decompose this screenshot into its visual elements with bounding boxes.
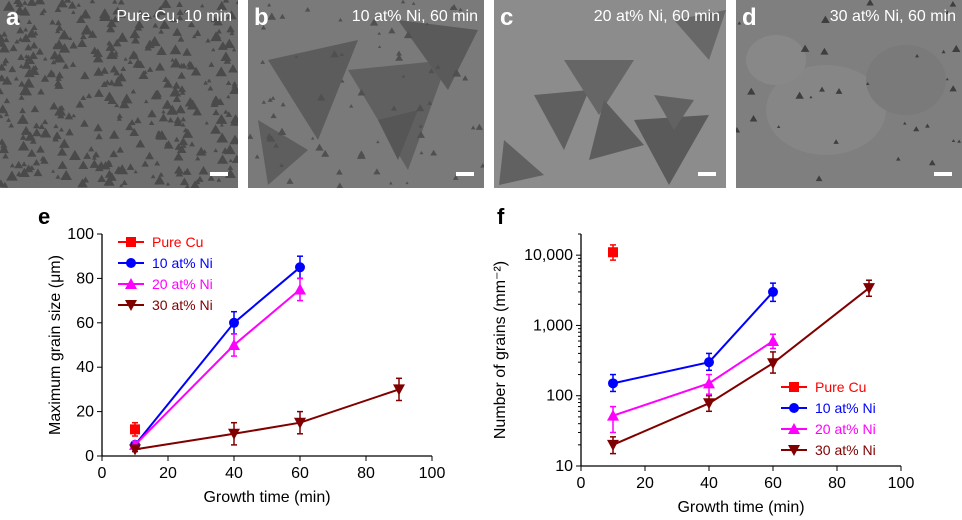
data-point [608, 378, 618, 389]
legend-label-pure-cu: Pure Cu [152, 234, 203, 250]
series-pure-cu [130, 421, 140, 437]
y-tick-label: 40 [76, 359, 94, 376]
scale-bar-c [698, 172, 716, 176]
y-tick-label: 100 [67, 226, 94, 243]
legend-marker [789, 382, 799, 392]
micrograph-c: c 20 at% Ni, 60 min [494, 0, 726, 188]
legend-label-30-at-ni: 30 at% Ni [152, 297, 213, 313]
data-point [294, 417, 306, 429]
x-tick-label: 60 [764, 475, 782, 492]
legend-marker [125, 300, 137, 311]
scale-bar-a [210, 172, 228, 176]
micrograph-d-image [736, 0, 962, 188]
legend-marker [126, 258, 136, 268]
data-point [703, 398, 715, 410]
legend-label-10-at-ni: 10 at% Ni [815, 400, 876, 416]
y-tick-label: 1,000 [533, 317, 573, 334]
panel-letter-e: e [38, 204, 50, 229]
data-point [294, 283, 306, 295]
series-20-at-ni [607, 333, 779, 434]
data-point [229, 317, 239, 328]
data-point [767, 335, 779, 347]
y-tick-label: 80 [76, 270, 94, 287]
micrograph-b: b 10 at% Ni, 60 min [248, 0, 484, 188]
x-tick-label: 20 [636, 475, 654, 492]
x-tick-label: 80 [357, 465, 375, 482]
data-point [704, 357, 714, 368]
data-point [607, 439, 619, 451]
micrograph-d: d 30 at% Ni, 60 min [736, 0, 962, 188]
legend: Pure Cu 10 at% Ni 20 at% Ni 30 at% Ni [781, 379, 876, 458]
panel-letter-b: b [254, 4, 269, 31]
panel-caption-c: 20 at% Ni, 60 min [593, 8, 720, 25]
y-tick-label: 0 [85, 448, 94, 465]
series-line [134, 388, 400, 451]
y-tick-label: 20 [76, 404, 94, 421]
micrograph-b-image [248, 0, 484, 188]
series-line [612, 287, 870, 446]
legend-label-10-at-ni: 10 at% Ni [152, 255, 213, 271]
micrograph-c-image [494, 0, 726, 188]
series-30-at-ni [129, 377, 405, 456]
x-tick-label: 0 [98, 465, 107, 482]
y-tick-label: 100 [546, 388, 573, 405]
scale-bar-b [456, 172, 474, 176]
data-point [608, 247, 618, 258]
legend-label-30-at-ni: 30 at% Ni [815, 442, 876, 458]
data-point [228, 428, 240, 440]
data-point [863, 283, 875, 295]
x-tick-label: 100 [888, 475, 915, 492]
panel-letter-d: d [742, 4, 757, 31]
legend-marker [789, 403, 799, 413]
x-tick-label: 20 [159, 465, 177, 482]
series-line [134, 266, 301, 446]
data-point [767, 358, 779, 370]
data-point [228, 339, 240, 350]
panel-caption-b: 10 at% Ni, 60 min [351, 8, 478, 25]
y-axis-label: Maximum grain size (μm) [47, 255, 64, 435]
x-axis-label: Growth time (min) [203, 489, 330, 506]
micrograph-a-image [0, 0, 238, 188]
panel-caption-d: 30 at% Ni, 60 min [829, 8, 956, 25]
x-tick-label: 60 [291, 465, 309, 482]
legend: Pure Cu 10 at% Ni 20 at% Ni 30 at% Ni [118, 234, 213, 313]
x-tick-label: 100 [419, 465, 446, 482]
scale-bar-d [934, 172, 952, 176]
x-tick-label: 40 [225, 465, 243, 482]
legend-marker [788, 423, 800, 434]
panel-letter-f: f [497, 204, 505, 229]
panel-letter-c: c [500, 4, 514, 31]
x-tick-label: 40 [700, 475, 718, 492]
series-pure-cu [608, 244, 618, 261]
x-axis-label: Growth time (min) [677, 499, 804, 516]
chart-f: f 0 20 40 60 80 100 10 100 1,000 10,000 Growth time… [492, 204, 915, 516]
data-point [295, 262, 305, 273]
panel-caption-a: Pure Cu, 10 min [116, 8, 232, 25]
panel-letter-a: a [6, 4, 20, 31]
y-tick-label: 10,000 [524, 247, 573, 264]
data-point [393, 384, 405, 396]
series-10-at-ni [608, 282, 778, 393]
legend-label-pure-cu: Pure Cu [815, 379, 866, 395]
series-30-at-ni [607, 279, 875, 455]
data-point [130, 424, 140, 435]
y-tick-label: 10 [555, 458, 573, 475]
micrograph-a: a Pure Cu, 10 min [0, 0, 238, 188]
legend-label-20-at-ni: 20 at% Ni [815, 421, 876, 437]
data-point [607, 409, 619, 421]
data-point [703, 377, 715, 389]
series-line [612, 291, 774, 385]
legend-marker [125, 278, 137, 289]
legend-marker [788, 445, 800, 456]
data-point [129, 444, 141, 456]
legend-label-20-at-ni: 20 at% Ni [152, 276, 213, 292]
y-tick-label: 60 [76, 315, 94, 332]
chart-e: e 0 20 40 60 80 100 0 20 40 60 80 100 Growth time (mi… [38, 204, 446, 506]
legend-marker [126, 237, 136, 247]
y-axis-label: Number of grains (mm⁻²) [492, 261, 509, 439]
x-tick-label: 80 [828, 475, 846, 492]
x-tick-label: 0 [577, 475, 586, 492]
data-point [768, 286, 778, 297]
